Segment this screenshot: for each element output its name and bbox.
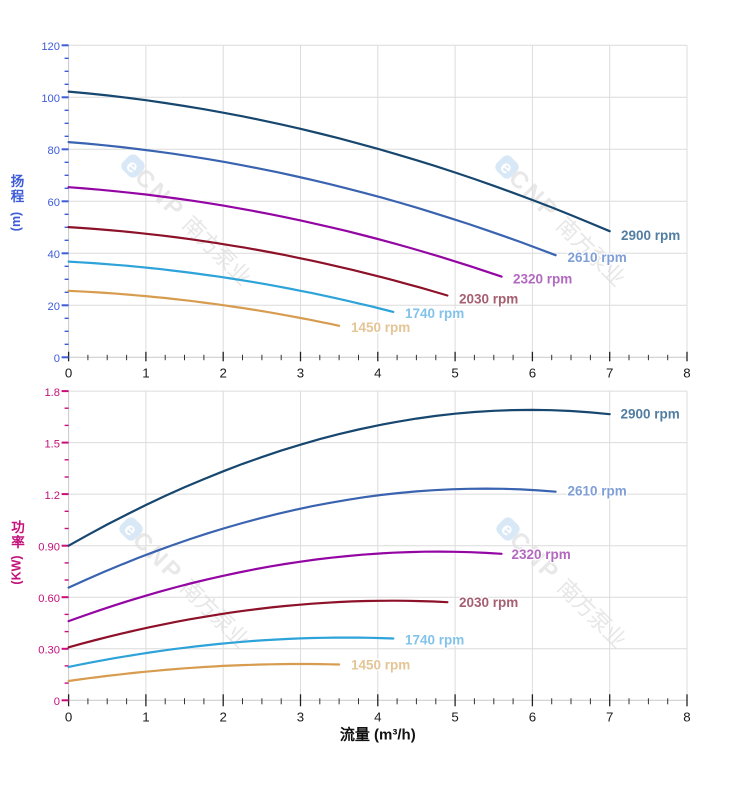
svg-text:功: 功 [11,520,25,535]
svg-text:0: 0 [54,353,60,365]
svg-text:80: 80 [48,145,60,157]
svg-text:1: 1 [142,709,149,724]
svg-text:2: 2 [219,366,226,381]
svg-text:2030 rpm: 2030 rpm [459,595,518,610]
svg-text:4: 4 [374,709,381,724]
svg-text:流量 (m³/h): 流量 (m³/h) [340,726,416,744]
svg-text:1.5: 1.5 [44,438,60,450]
svg-text:7: 7 [606,366,613,381]
svg-text:2: 2 [219,709,226,724]
svg-text:1: 1 [142,366,149,381]
svg-text:2610 rpm: 2610 rpm [568,250,627,265]
svg-text:0.90: 0.90 [38,541,60,553]
svg-text:2320 rpm: 2320 rpm [512,547,571,562]
svg-text:2900 rpm: 2900 rpm [621,228,680,243]
svg-text:3: 3 [297,709,304,724]
svg-text:4: 4 [374,366,381,381]
svg-text:(m): (m) [9,212,23,231]
svg-text:0.30: 0.30 [38,645,60,657]
svg-text:0: 0 [54,696,60,708]
svg-text:7: 7 [606,709,613,724]
svg-text:60: 60 [48,197,60,209]
svg-text:1740 rpm: 1740 rpm [405,306,464,321]
svg-text:率: 率 [11,534,25,550]
svg-text:0: 0 [65,709,72,724]
svg-text:2610 rpm: 2610 rpm [568,484,627,499]
svg-text:5: 5 [451,366,458,381]
svg-text:1.8: 1.8 [44,387,60,399]
svg-text:5: 5 [451,709,458,724]
svg-text:程: 程 [11,189,25,204]
svg-text:1450 rpm: 1450 rpm [351,658,410,673]
svg-text:3: 3 [297,366,304,381]
svg-text:6: 6 [529,366,536,381]
svg-text:2030 rpm: 2030 rpm [459,292,518,307]
svg-text:(KW): (KW) [10,555,24,584]
svg-text:扬: 扬 [11,173,25,189]
svg-text:8: 8 [683,709,690,724]
svg-text:20: 20 [48,301,60,313]
svg-text:8: 8 [683,366,690,381]
svg-text:0: 0 [65,366,72,381]
svg-text:1450 rpm: 1450 rpm [351,320,410,335]
svg-text:120: 120 [41,41,60,53]
svg-text:40: 40 [48,249,60,261]
svg-text:100: 100 [41,93,60,105]
svg-text:1.2: 1.2 [44,490,60,502]
svg-text:2900 rpm: 2900 rpm [621,407,680,422]
svg-text:0.60: 0.60 [38,593,60,605]
svg-text:2320 rpm: 2320 rpm [513,272,572,287]
svg-text:1740 rpm: 1740 rpm [405,633,464,648]
svg-text:6: 6 [529,709,536,724]
